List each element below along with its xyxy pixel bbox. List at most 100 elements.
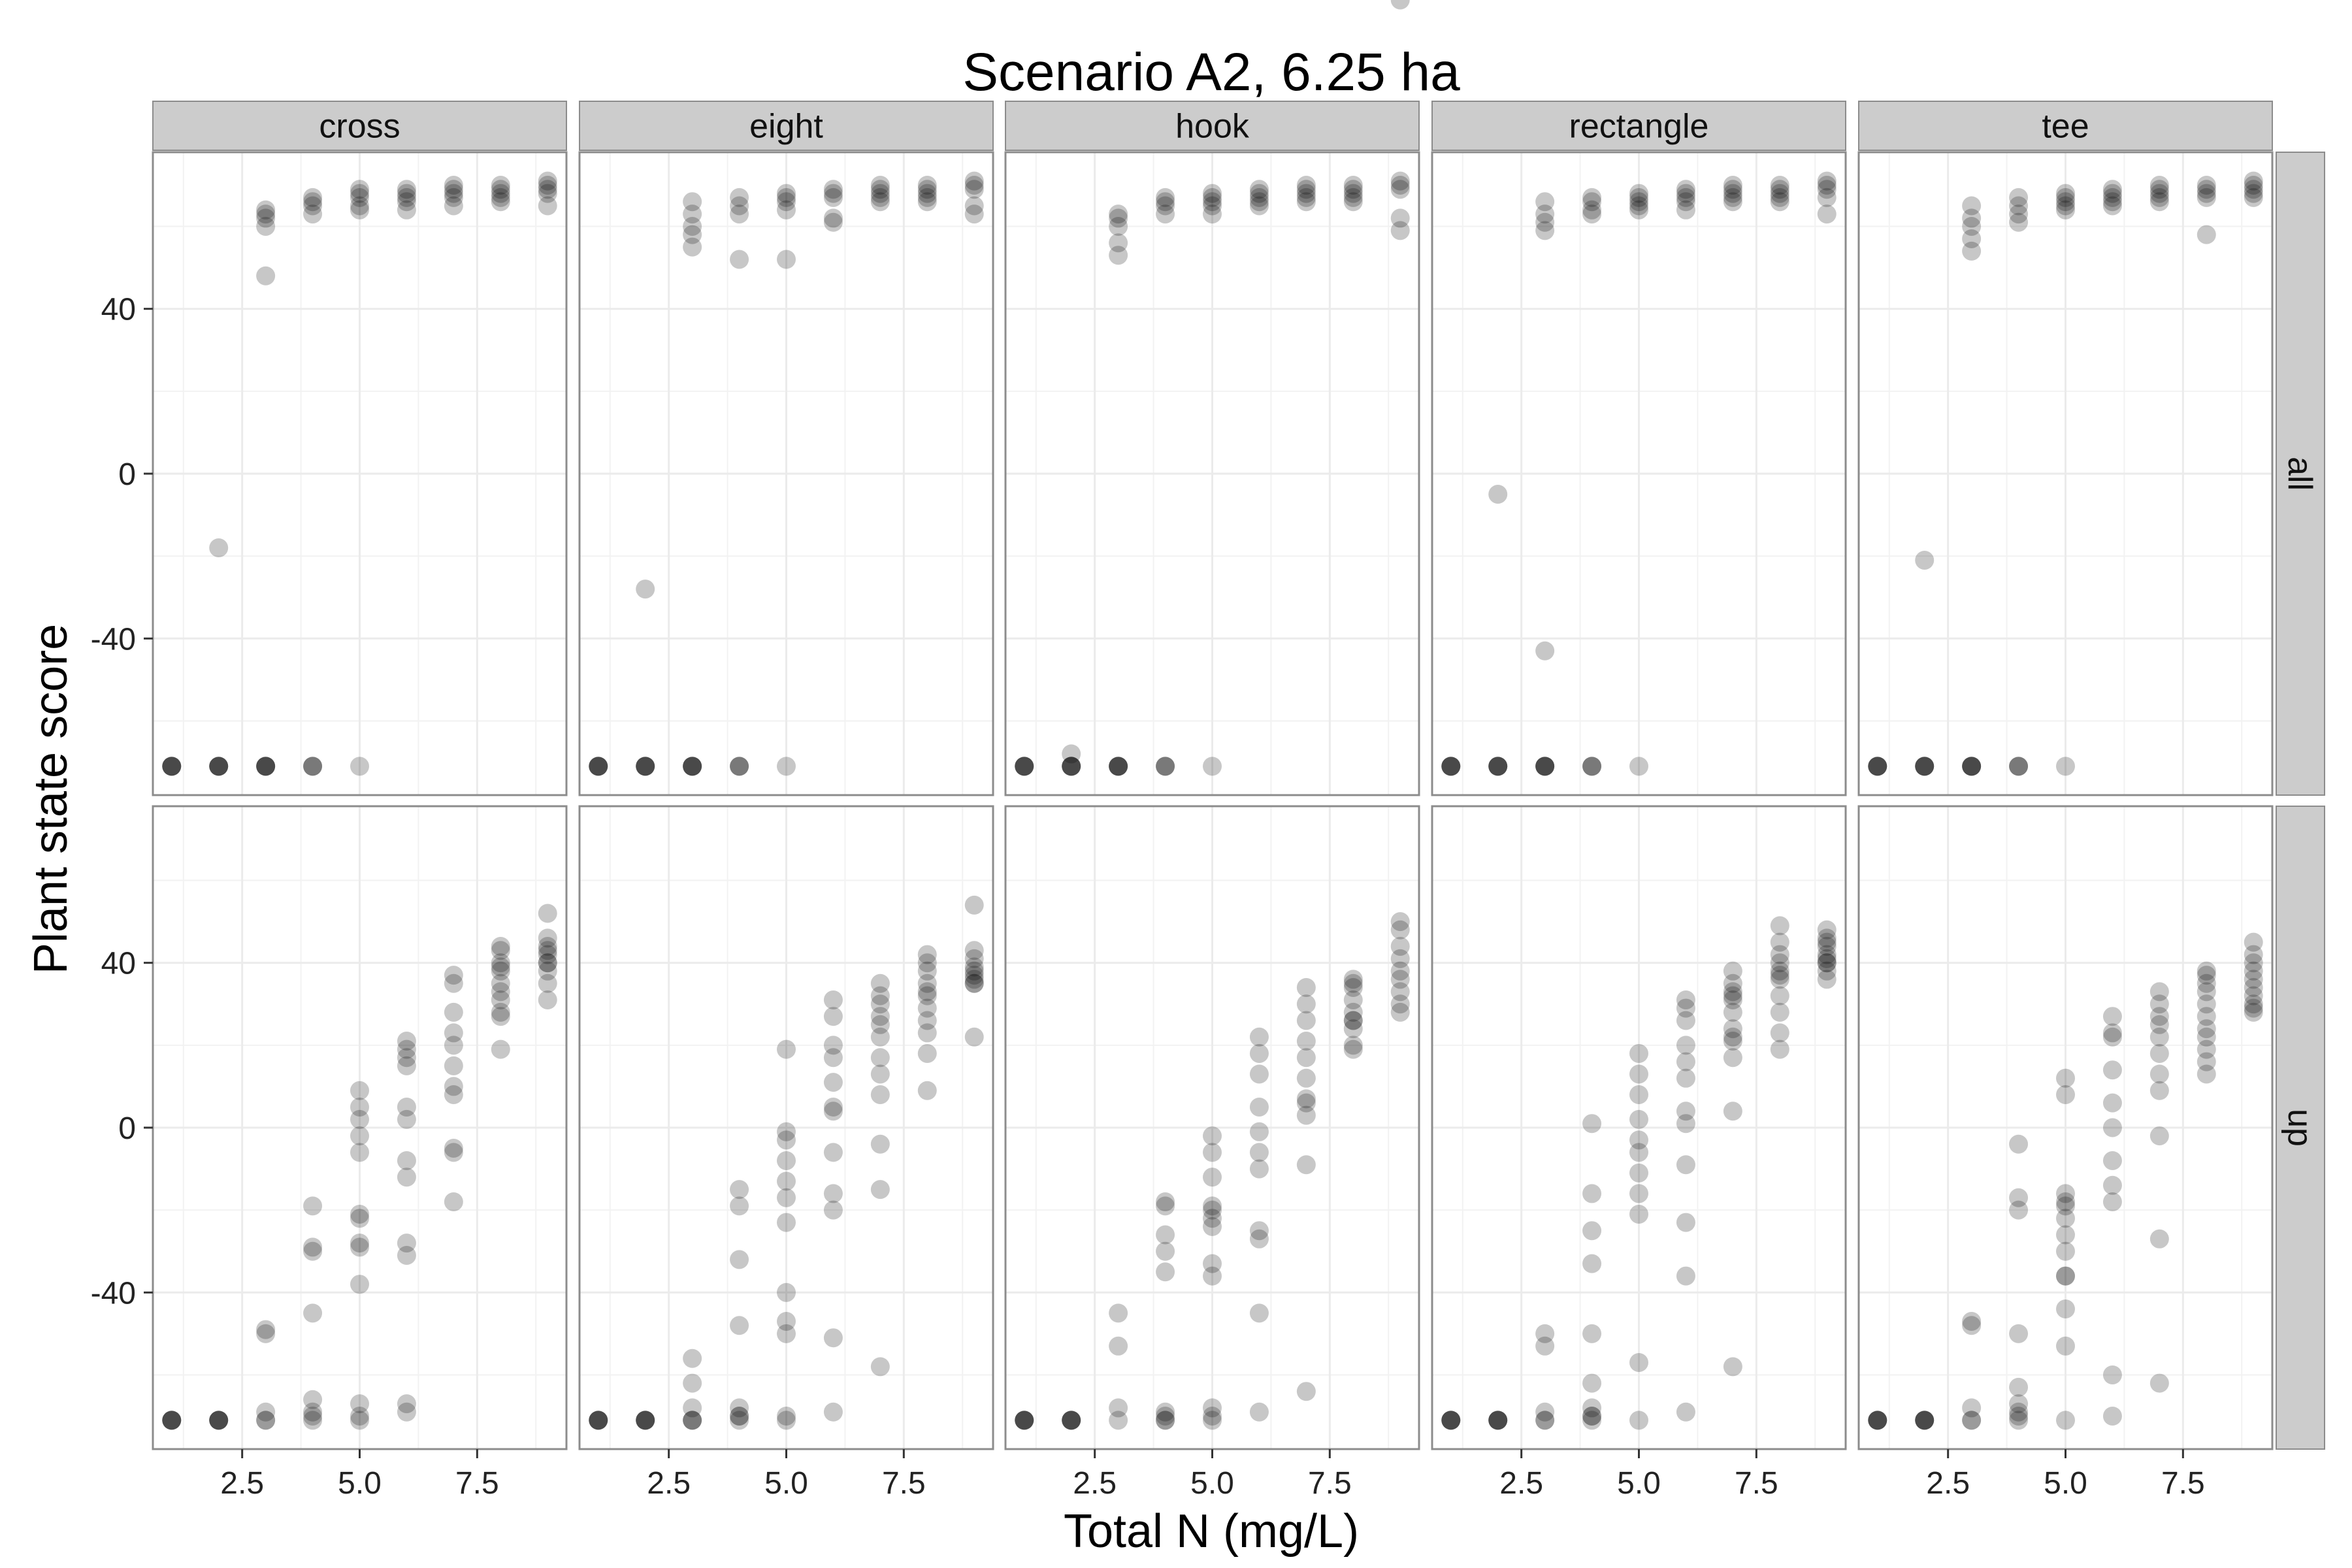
data-point bbox=[538, 904, 557, 923]
data-point bbox=[870, 1027, 890, 1047]
data-point bbox=[491, 982, 510, 1002]
data-point bbox=[2244, 1002, 2263, 1022]
data-point bbox=[1015, 757, 1034, 776]
data-point bbox=[777, 192, 796, 212]
data-point bbox=[1915, 757, 1935, 776]
data-point bbox=[397, 180, 416, 199]
y-axis-title: Plant state score bbox=[25, 624, 77, 974]
data-point bbox=[1582, 1373, 1602, 1393]
data-point bbox=[1390, 912, 1410, 932]
data-point bbox=[538, 945, 557, 964]
data-point bbox=[538, 928, 557, 948]
data-point bbox=[2056, 188, 2075, 207]
data-point bbox=[1296, 1089, 1316, 1109]
data-point bbox=[1062, 1411, 1081, 1430]
data-point bbox=[1249, 1122, 1269, 1141]
data-point bbox=[2197, 994, 2216, 1014]
data-point bbox=[491, 180, 510, 199]
data-point bbox=[823, 208, 843, 228]
data-point bbox=[1582, 1324, 1602, 1343]
data-point bbox=[1156, 1411, 1175, 1430]
data-point bbox=[2102, 1192, 2122, 1212]
data-point bbox=[2244, 986, 2263, 1005]
data-point bbox=[1203, 1217, 1222, 1236]
data-point bbox=[491, 188, 510, 207]
data-point bbox=[1817, 945, 1837, 964]
data-point bbox=[917, 961, 937, 981]
data-point bbox=[2056, 1068, 2075, 1088]
data-point bbox=[1062, 757, 1081, 776]
data-point bbox=[823, 212, 843, 232]
data-point bbox=[2102, 1027, 2122, 1047]
data-point bbox=[823, 1402, 843, 1422]
data-point bbox=[2197, 225, 2216, 244]
data-point bbox=[1535, 757, 1555, 776]
x-tick-label: 7.5 bbox=[1308, 1466, 1352, 1501]
data-point bbox=[1676, 1155, 1695, 1175]
data-point bbox=[1109, 757, 1128, 776]
data-point bbox=[444, 196, 463, 216]
data-point bbox=[1535, 641, 1555, 661]
data-point bbox=[350, 1209, 369, 1228]
data-point bbox=[2009, 1394, 2029, 1414]
data-point bbox=[1109, 757, 1128, 776]
data-point bbox=[777, 1171, 796, 1191]
data-point bbox=[1249, 1143, 1269, 1162]
data-point bbox=[397, 1048, 416, 1068]
data-point bbox=[1015, 757, 1034, 776]
data-point bbox=[1770, 192, 1789, 212]
data-point bbox=[1770, 986, 1789, 1005]
data-point bbox=[2149, 994, 2169, 1014]
data-point bbox=[1817, 961, 1837, 981]
data-point bbox=[1723, 961, 1742, 981]
data-point bbox=[1915, 1411, 1935, 1430]
data-point bbox=[397, 1109, 416, 1129]
data-point bbox=[1203, 1126, 1222, 1146]
data-point bbox=[683, 1411, 702, 1430]
data-point bbox=[2244, 175, 2263, 195]
data-point bbox=[589, 1411, 608, 1430]
data-point bbox=[1203, 196, 1222, 216]
strip-label-hook: hook bbox=[1175, 108, 1250, 146]
data-point bbox=[162, 757, 182, 776]
data-point bbox=[1203, 184, 1222, 203]
data-point bbox=[964, 895, 984, 915]
data-point bbox=[1203, 1266, 1222, 1286]
data-point bbox=[2102, 1151, 2122, 1170]
strip-label-eight: eight bbox=[749, 108, 823, 146]
data-point bbox=[2244, 998, 2263, 1018]
data-point bbox=[1156, 757, 1175, 776]
data-point bbox=[350, 1237, 369, 1257]
data-point bbox=[2009, 1134, 2029, 1154]
data-point bbox=[162, 1411, 182, 1430]
data-point bbox=[1582, 757, 1602, 776]
data-point bbox=[397, 184, 416, 203]
data-point bbox=[538, 961, 557, 981]
data-point bbox=[1962, 1411, 1982, 1430]
data-point bbox=[1343, 1039, 1363, 1059]
data-point bbox=[1109, 1411, 1128, 1430]
data-point bbox=[1343, 180, 1363, 199]
strip-tee bbox=[1858, 101, 2273, 151]
data-point bbox=[2149, 175, 2169, 195]
data-point bbox=[538, 180, 557, 199]
data-point bbox=[2056, 1209, 2075, 1228]
data-point bbox=[162, 1411, 182, 1430]
data-point bbox=[1723, 973, 1742, 993]
data-point bbox=[777, 1151, 796, 1170]
data-point bbox=[683, 757, 702, 776]
data-point bbox=[1441, 1411, 1461, 1430]
data-point bbox=[1296, 188, 1316, 207]
data-point bbox=[1723, 1102, 1742, 1121]
data-point bbox=[730, 757, 749, 776]
data-point bbox=[917, 945, 937, 964]
data-point bbox=[1390, 1002, 1410, 1022]
data-point bbox=[683, 757, 702, 776]
data-point bbox=[1868, 757, 1887, 776]
data-point bbox=[397, 188, 416, 207]
data-point bbox=[1390, 982, 1410, 1002]
data-point bbox=[2102, 192, 2122, 212]
panel-border-rectangle-all bbox=[1431, 151, 1847, 796]
data-point bbox=[256, 757, 276, 776]
